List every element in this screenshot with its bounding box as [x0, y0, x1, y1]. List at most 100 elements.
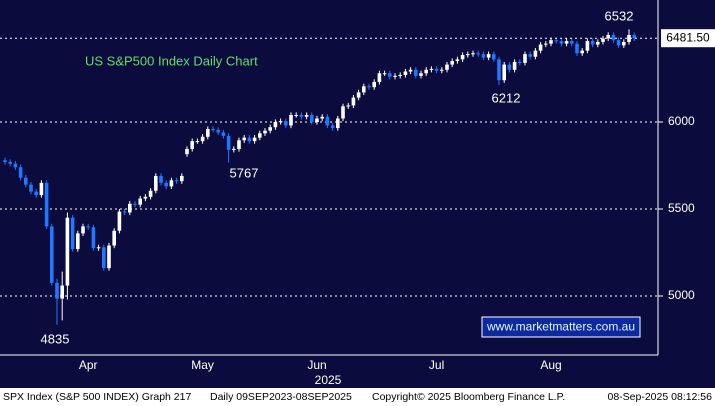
candle-body: [382, 73, 387, 75]
candle-body: [299, 115, 304, 117]
candle-body: [330, 125, 335, 129]
candle-body: [507, 64, 512, 70]
y-tick-label: 5500: [668, 201, 695, 215]
annotation: 5767: [230, 165, 259, 180]
candle-body: [549, 40, 553, 44]
candle-body: [388, 73, 392, 77]
candle-body: [91, 227, 96, 249]
candle-body: [580, 50, 584, 54]
last-price-tag: [661, 29, 715, 48]
candle-body: [601, 38, 605, 42]
candle-body: [294, 115, 298, 117]
candle-body: [585, 41, 590, 51]
footer-bar: [0, 388, 715, 406]
candle-body: [18, 167, 23, 178]
x-tick-label: Jul: [429, 358, 444, 372]
candle-body: [122, 211, 127, 213]
candle-body: [216, 129, 220, 133]
candle-body: [252, 137, 257, 142]
candle-body: [632, 34, 636, 39]
candle-body: [195, 141, 200, 143]
candle-body: [356, 92, 361, 98]
candle-body: [102, 247, 106, 269]
candle-body: [8, 162, 12, 164]
candle-body: [154, 175, 158, 191]
chart-title: US S&P500 Index Daily Chart: [85, 53, 258, 68]
candle-body: [455, 59, 460, 62]
footer-text: Copyright© 2025 Bloomberg Finance L.P.: [372, 391, 565, 403]
candle-body: [289, 115, 293, 126]
candle-body: [372, 81, 376, 88]
candle-body: [414, 69, 418, 76]
candle-body: [278, 121, 283, 123]
y-tick-label: 6000: [668, 114, 695, 128]
candle-body: [346, 105, 350, 107]
candle-body: [616, 40, 621, 46]
candle-body: [143, 196, 148, 199]
candle-body: [393, 75, 397, 77]
candle-body: [44, 182, 49, 227]
candle-body: [497, 59, 501, 81]
annotation: 4835: [41, 331, 70, 346]
candle-body: [174, 180, 179, 182]
candle-body: [117, 211, 122, 231]
candle-body: [148, 190, 153, 197]
candle-body: [622, 41, 626, 46]
candle-body: [70, 217, 75, 250]
candle-body: [466, 54, 470, 56]
watermark-box: [481, 316, 641, 338]
candle-body: [164, 182, 168, 187]
candle-body: [304, 115, 309, 117]
candle-body: [502, 64, 506, 81]
candle-body: [221, 132, 226, 136]
candle-body: [341, 106, 345, 119]
candle-body: [39, 182, 44, 196]
candle-body: [590, 41, 595, 45]
candle-body: [419, 73, 423, 76]
candle-body: [377, 73, 382, 82]
candle-body: [273, 121, 278, 128]
x-tick-label: Aug: [540, 358, 561, 372]
candle-body: [559, 41, 564, 44]
candle-body: [403, 71, 408, 76]
candle-body: [258, 133, 262, 138]
candle-body: [450, 61, 454, 65]
candle-body: [55, 282, 59, 299]
candle-body: [544, 43, 548, 45]
candle-body: [138, 198, 142, 205]
candle-body: [268, 127, 272, 131]
candle-body: [554, 40, 558, 42]
candle-body: [13, 163, 18, 168]
candle-body: [611, 34, 616, 41]
candle-body: [564, 41, 569, 44]
candle-body: [81, 226, 85, 234]
candle-body: [570, 41, 574, 44]
candle-body: [596, 41, 600, 45]
y-tick-label: 5000: [668, 288, 695, 302]
candle-body: [533, 50, 538, 57]
year-label: 2025: [315, 373, 342, 387]
candle-body: [24, 177, 28, 185]
candle-body: [50, 226, 54, 283]
candle-body: [112, 230, 116, 246]
candle-body: [3, 160, 7, 163]
candle-body: [185, 148, 189, 155]
candle-body: [538, 44, 543, 51]
last-price-label: 6481.50: [666, 30, 710, 44]
footer-text: Daily 09SEP2023-08SEP2025: [210, 391, 352, 403]
candle-body: [320, 116, 324, 119]
candle-body: [627, 34, 631, 42]
candle-body: [606, 34, 610, 39]
candle-body: [362, 86, 366, 93]
candle-body: [325, 116, 330, 126]
annotation: 6212: [492, 90, 521, 105]
candle-body: [351, 97, 356, 106]
candle-body: [492, 54, 496, 60]
candle-body: [226, 135, 231, 150]
candle-body: [523, 54, 527, 63]
x-tick-label: Jun: [307, 358, 326, 372]
candle-body: [424, 69, 428, 74]
candle-body: [247, 137, 252, 142]
candle-body: [445, 64, 449, 70]
candle-body: [512, 61, 517, 70]
